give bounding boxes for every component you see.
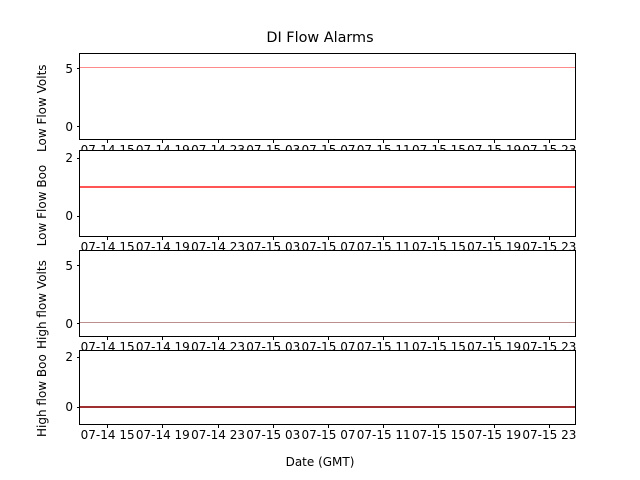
x-tick-mark bbox=[217, 139, 219, 143]
x-tick-label: 07-15 03 bbox=[246, 428, 301, 442]
y-tick-label: 0 bbox=[65, 400, 73, 415]
y-tick-mark bbox=[76, 215, 80, 217]
x-tick-mark bbox=[383, 424, 385, 428]
y-tick-label: 0 bbox=[65, 119, 73, 134]
chart-title: DI Flow Alarms bbox=[266, 30, 374, 46]
y-tick-label: 5 bbox=[65, 61, 73, 76]
x-tick-mark bbox=[272, 236, 274, 240]
y-axis-label-high-flow-bool: High flow Boo bbox=[35, 354, 49, 437]
x-tick-mark bbox=[438, 139, 440, 143]
x-tick-mark bbox=[493, 424, 495, 428]
x-tick-mark bbox=[548, 336, 550, 340]
x-tick-mark bbox=[162, 336, 164, 340]
y-tick-mark bbox=[76, 356, 80, 358]
x-tick-label: 07-14 23 bbox=[191, 428, 246, 442]
x-tick-mark bbox=[217, 236, 219, 240]
x-tick-mark bbox=[327, 424, 330, 428]
subplot-high-flow-bool: 0 2 07-14 15 07-14 19 07-14 23 07-15 03 07-15 … bbox=[65, 350, 576, 442]
x-tick-mark bbox=[383, 139, 385, 143]
x-tick-mark bbox=[548, 236, 550, 240]
data-line-high-flow-bool bbox=[80, 406, 575, 409]
x-tick-mark bbox=[493, 236, 495, 240]
x-tick-label: 07-14 19 bbox=[135, 428, 190, 442]
subplot-high-flow-volts: 0 5 07-14 15 07-14 19 07-14 23 07-15 03 07-15 … bbox=[65, 250, 576, 354]
y-tick-mark bbox=[76, 157, 80, 159]
x-tick-mark bbox=[162, 236, 164, 240]
x-tick-label: 07-15 07 bbox=[301, 428, 356, 442]
y-tick-label: 0 bbox=[65, 316, 73, 331]
y-tick-label: 2 bbox=[65, 151, 73, 166]
x-tick-mark bbox=[327, 139, 330, 143]
x-tick-label: 07-14 15 bbox=[80, 428, 135, 442]
y-tick-label: 5 bbox=[65, 258, 73, 273]
y-tick-mark bbox=[76, 125, 80, 128]
x-tick-mark bbox=[493, 336, 495, 340]
y-axis-label-low-flow-bool: Low Flow Boo bbox=[35, 164, 49, 247]
x-tick-mark bbox=[548, 424, 550, 428]
x-tick-mark bbox=[107, 424, 109, 428]
x-tick-mark bbox=[548, 139, 550, 143]
y-tick-label: 0 bbox=[65, 209, 73, 224]
x-tick-mark bbox=[107, 139, 109, 143]
x-tick-mark bbox=[383, 236, 385, 240]
x-tick-mark bbox=[162, 139, 164, 143]
y-tick-label: 2 bbox=[65, 350, 73, 365]
x-tick-label: 07-15 15 bbox=[411, 428, 466, 442]
y-tick-mark bbox=[76, 67, 80, 70]
x-tick-mark bbox=[162, 424, 164, 428]
x-tick-label: 07-15 23 bbox=[522, 428, 577, 442]
y-axis-label-low-flow-volts: Low Flow Volts bbox=[35, 64, 49, 152]
y-tick-mark bbox=[76, 322, 80, 325]
x-tick-mark bbox=[272, 139, 274, 143]
x-axis-label: Date (GMT) bbox=[285, 455, 355, 469]
x-tick-mark bbox=[493, 139, 495, 143]
data-line-low-flow-bool bbox=[80, 186, 575, 189]
x-tick-label: 07-15 11 bbox=[356, 428, 411, 442]
data-line-high-flow-volts bbox=[80, 321, 575, 324]
x-tick-mark bbox=[272, 336, 274, 340]
x-tick-mark bbox=[327, 236, 330, 240]
y-tick-mark bbox=[76, 406, 80, 408]
x-tick-mark bbox=[272, 424, 274, 428]
x-tick-mark bbox=[107, 236, 109, 240]
x-tick-mark bbox=[438, 336, 440, 340]
x-tick-mark bbox=[107, 336, 109, 340]
subplot-low-flow-bool: 0 2 07-14 15 07-14 19 07-14 23 07-15 03 07-15 … bbox=[65, 150, 576, 254]
x-tick-mark bbox=[217, 424, 219, 428]
y-axis-label-high-flow-volts: High flow Volts bbox=[35, 260, 49, 349]
x-tick-mark bbox=[383, 336, 385, 340]
data-line-low-flow-volts bbox=[80, 66, 575, 69]
x-tick-mark bbox=[327, 336, 330, 340]
y-tick-mark bbox=[76, 264, 80, 267]
x-tick-mark bbox=[438, 236, 440, 240]
x-tick-label: 07-15 19 bbox=[467, 428, 522, 442]
x-tick-mark bbox=[217, 336, 219, 340]
x-tick-mark bbox=[438, 424, 440, 428]
